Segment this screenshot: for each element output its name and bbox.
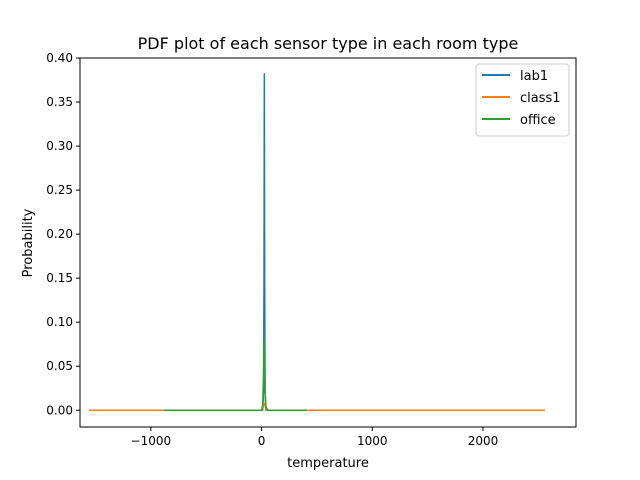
x-tick-label: 0	[258, 434, 266, 448]
y-tick-label: 0.40	[46, 51, 73, 65]
axes-frame	[79, 57, 577, 428]
y-axis-label: Probability	[21, 208, 36, 277]
y-tick-label: 0.10	[46, 315, 73, 329]
legend-label-lab1: lab1	[520, 69, 548, 84]
x-tick-label: −1000	[131, 434, 172, 448]
series-line-office	[164, 334, 307, 412]
y-tick-label: 0.30	[46, 139, 73, 153]
x-axis-label: temperature	[287, 456, 369, 471]
series-layer	[88, 73, 545, 412]
y-tick-label: 0.35	[46, 95, 73, 109]
y-tick-label: 0.20	[46, 227, 73, 241]
y-tick-label: 0.15	[46, 271, 73, 285]
chart-title: PDF plot of each sensor type in each roo…	[138, 34, 519, 53]
axes-layer: −1000 0 1000 2000 0.00 0.05 0.10 0.15 0.20 0.25 0.…	[46, 51, 577, 448]
legend-label-class1: class1	[520, 91, 561, 106]
legend: lab1 class1 office	[475, 63, 570, 137]
y-tick-label: 0.05	[46, 359, 73, 373]
x-tick-label: 2000	[468, 434, 499, 448]
x-tick-label: 1000	[357, 434, 388, 448]
y-tick-label: 0.25	[46, 183, 73, 197]
legend-label-office: office	[520, 113, 556, 128]
y-tick-label: 0.00	[46, 403, 73, 417]
